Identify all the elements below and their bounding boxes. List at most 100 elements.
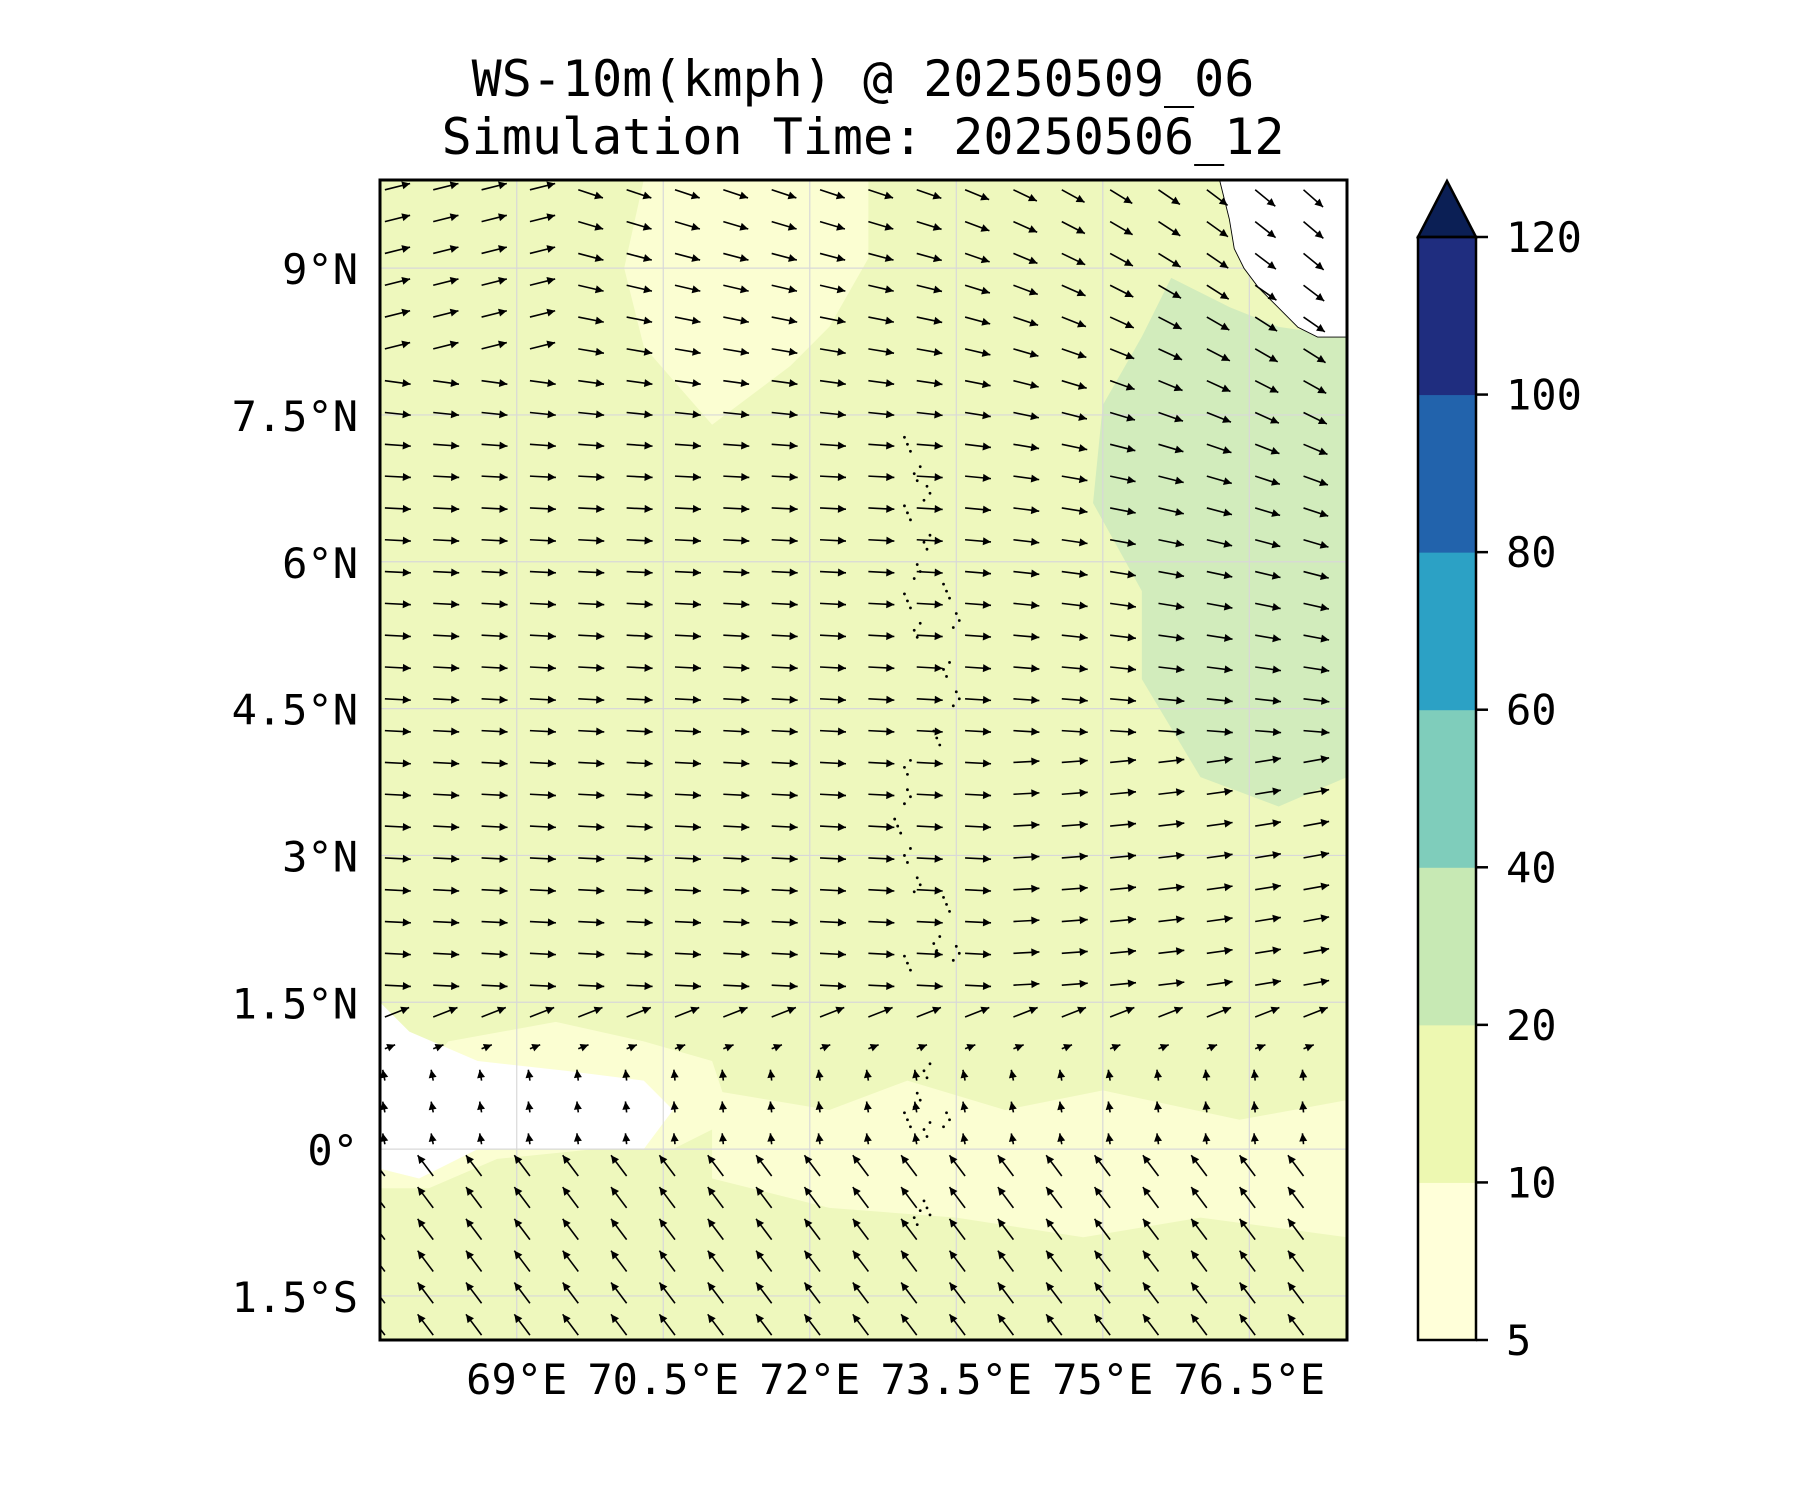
wind-arrow	[1109, 189, 1133, 205]
wind-arrow	[960, 1133, 969, 1145]
wind-arrow	[1206, 1006, 1232, 1018]
wind-arrow	[803, 1313, 821, 1336]
wind-arrow	[433, 727, 460, 736]
wind-arrow	[384, 886, 411, 895]
wind-arrow	[626, 568, 653, 577]
wind-arrow	[626, 1043, 638, 1052]
wind-arrow	[965, 950, 992, 959]
wind-arrow	[771, 441, 798, 450]
wind-arrow	[1254, 1043, 1266, 1052]
wind-arrow	[965, 918, 992, 927]
wind-arrow	[626, 950, 653, 959]
wind-arrow	[916, 473, 943, 482]
wind-arrow	[1255, 787, 1281, 796]
wind-arrow	[1061, 852, 1088, 861]
wind-arrow	[852, 1282, 870, 1304]
wind-arrow	[1109, 1043, 1121, 1052]
wind-arrow	[723, 536, 750, 545]
wind-arrow	[965, 632, 992, 641]
wind-arrow	[481, 1043, 493, 1052]
wind-arrow	[868, 727, 895, 736]
wind-arrow	[916, 950, 943, 959]
wind-arrow	[1158, 756, 1185, 765]
wind-arrow	[626, 347, 653, 356]
wind-arrow	[1109, 411, 1136, 422]
wind-arrow	[819, 379, 846, 388]
wind-arrow	[916, 982, 943, 991]
wind-arrow	[1154, 1133, 1163, 1145]
wind-arrow	[1303, 252, 1325, 271]
wind-arrow	[1303, 946, 1330, 955]
wind-arrow	[771, 316, 798, 325]
wind-arrow	[1206, 756, 1233, 764]
wind-arrow	[1299, 1069, 1308, 1081]
wind-arrow	[997, 1250, 1015, 1272]
wind-arrow	[1061, 788, 1088, 797]
wind-arrow	[767, 1101, 776, 1113]
wind-arrow	[481, 759, 508, 768]
wind-arrow	[1013, 727, 1040, 736]
wind-arrow	[916, 189, 942, 200]
wind-arrow	[1254, 189, 1276, 207]
wind-vectors	[380, 181, 1330, 1336]
wind-arrow	[1158, 820, 1185, 828]
wind-arrow	[819, 759, 847, 768]
wind-arrow	[578, 759, 605, 768]
maldives-atoll	[903, 954, 906, 958]
wind-arrow	[1158, 443, 1184, 454]
wind-arrow	[771, 663, 798, 672]
wind-arrow	[433, 568, 460, 577]
wind-arrow	[670, 1069, 679, 1081]
wind-arrow	[707, 1186, 724, 1209]
maldives-atoll	[909, 1125, 912, 1129]
wind-arrow	[819, 600, 847, 609]
wind-arrow	[1238, 1186, 1256, 1209]
maldives-atoll	[918, 1098, 922, 1102]
wind-arrow	[1110, 727, 1137, 736]
wind-arrow	[900, 1154, 918, 1177]
maldives-atoll	[903, 765, 906, 769]
colorbar-frame	[1416, 235, 1478, 1342]
wind-arrow	[384, 245, 411, 255]
wind-arrow	[1206, 507, 1233, 517]
wind-arrow	[1206, 379, 1231, 393]
wind-arrow	[916, 316, 943, 325]
wind-arrow	[1105, 1133, 1114, 1145]
wind-arrow	[674, 822, 701, 831]
wind-arrow	[868, 568, 895, 577]
wind-arrow	[916, 1043, 928, 1052]
wind-arrow	[578, 316, 604, 325]
wind-arrow	[1061, 727, 1088, 736]
wind-arrow	[1045, 1282, 1063, 1304]
wind-arrow	[529, 245, 556, 255]
wind-arrow	[1255, 819, 1281, 828]
wind-arrow	[1110, 601, 1136, 610]
wind-arrow	[433, 245, 459, 255]
maldives-atoll	[899, 831, 903, 835]
wind-arrow	[912, 1133, 921, 1145]
calm-region-south	[712, 1080, 1347, 1238]
wind-arrow	[481, 886, 508, 895]
wind-arrow	[803, 1218, 821, 1241]
wind-arrow	[481, 632, 508, 641]
wind-arrow	[1110, 664, 1137, 673]
wind-arrow	[1303, 634, 1330, 643]
wind-arrow	[416, 1313, 434, 1336]
wind-arrow	[525, 1069, 534, 1081]
wind-arrow	[674, 568, 701, 577]
wind-arrow	[771, 918, 798, 927]
maldives-atoll	[909, 847, 912, 850]
wind-arrow	[626, 759, 653, 768]
wind-arrow	[1238, 1313, 1256, 1336]
maldives-atoll	[945, 589, 948, 593]
wind-arrow	[610, 1282, 628, 1304]
wind-arrow	[819, 441, 847, 450]
wind-arrow	[1008, 1069, 1017, 1081]
maldives-atoll	[957, 951, 961, 955]
maldives-atoll	[903, 592, 906, 596]
wind-arrow	[723, 410, 750, 419]
wind-arrow	[481, 473, 508, 482]
wind-arrow	[1303, 787, 1330, 796]
wind-arrow	[626, 854, 653, 863]
wind-arrow	[723, 347, 750, 356]
